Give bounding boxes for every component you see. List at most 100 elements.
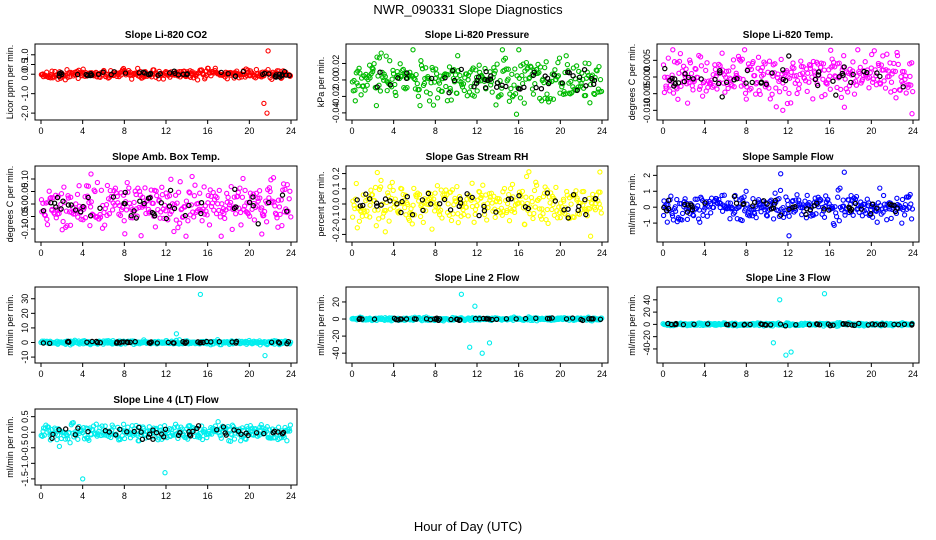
data-point (488, 82, 494, 88)
data-point (908, 201, 914, 207)
data-point (56, 443, 63, 450)
data-point (581, 188, 587, 195)
data-point (205, 192, 211, 199)
data-point (448, 97, 454, 103)
reference-point (476, 212, 482, 219)
reference-point (741, 200, 747, 207)
data-point (587, 81, 594, 88)
outlier-point (259, 231, 265, 237)
data-point (64, 223, 70, 229)
reference-point (233, 338, 240, 345)
data-point (206, 222, 213, 228)
data-point (574, 195, 580, 201)
data-point (357, 70, 363, 76)
data-point (509, 181, 516, 188)
data-point (716, 61, 722, 68)
data-point (794, 90, 800, 97)
reference-point (669, 75, 675, 82)
outlier-point (597, 169, 603, 175)
reference-point (419, 197, 426, 203)
x-tick-label: 24 (908, 248, 918, 258)
data-point (592, 207, 599, 213)
reference-point (141, 70, 148, 76)
data-point (280, 187, 286, 193)
x-tick-label: 24 (908, 369, 918, 379)
data-point (267, 188, 273, 195)
y-tick-label: -0.2 (331, 227, 341, 243)
y-tick-label: 1 (642, 189, 652, 194)
data-point (287, 428, 293, 434)
reference-point (233, 204, 239, 210)
data-point (855, 47, 861, 53)
outlier-point (265, 48, 271, 54)
data-point (739, 217, 745, 224)
reference-point (133, 215, 139, 221)
reference-point (476, 316, 483, 322)
data-point (93, 421, 99, 427)
reference-point (182, 340, 188, 346)
data-point (708, 210, 714, 216)
reference-point (583, 83, 589, 89)
reference-point (429, 75, 435, 82)
reference-point (448, 316, 454, 323)
data-point (142, 185, 148, 191)
data-point (817, 196, 823, 202)
reference-point (780, 76, 786, 83)
data-point (123, 207, 130, 213)
x-tick-label: 24 (286, 491, 296, 501)
x-tick-label: 4 (80, 491, 85, 501)
reference-point (533, 84, 539, 91)
data-point (837, 185, 843, 191)
reference-point (826, 207, 832, 213)
data-point (414, 80, 420, 87)
reference-point (488, 73, 494, 79)
data-point (782, 85, 788, 92)
reference-point (665, 320, 671, 327)
data-point (528, 64, 534, 70)
reference-point (121, 200, 127, 207)
reference-point (744, 67, 751, 74)
data-point (88, 199, 94, 205)
outlier-point (770, 340, 777, 346)
data-point (250, 191, 256, 197)
reference-point (60, 198, 66, 204)
y-tick-label: 0.0 (331, 198, 341, 211)
data-point (205, 65, 211, 72)
y-tick-label: -20 (642, 330, 652, 343)
data-point (372, 184, 379, 191)
data-point (552, 67, 558, 73)
data-point (282, 186, 288, 193)
data-point (404, 201, 411, 208)
data-point (730, 64, 736, 70)
data-point (404, 84, 410, 91)
data-point (382, 73, 388, 80)
data-point (150, 200, 156, 207)
data-point (239, 194, 246, 200)
x-tick-label: 12 (472, 126, 482, 136)
reference-point (565, 215, 571, 221)
y-axis-label: ml/min per min. (627, 294, 637, 356)
data-point (553, 184, 559, 191)
data-point (473, 67, 479, 73)
x-tick-label: 20 (244, 491, 254, 501)
data-point (762, 61, 768, 67)
panel-3: Slope Li-820 Temp. 0 4 8 12 16 20 24 -0.010-0.00… (627, 30, 920, 136)
y-tick-label: -1 (642, 219, 652, 227)
panel-4: Slope Amb. Box Temp. 0 4 8 12 16 20 24 -0.10-0.0… (5, 152, 298, 258)
reference-point (131, 208, 137, 214)
data-point (542, 64, 548, 71)
data-point (172, 192, 179, 198)
data-point (512, 91, 519, 97)
data-point (890, 68, 896, 74)
data-point (174, 424, 181, 430)
data-point (371, 61, 377, 67)
data-point (509, 71, 515, 77)
reference-point (741, 321, 748, 328)
panel-1: Slope Li-820 CO2 0 4 8 12 16 20 24 -2.0 -1.0 0.00.… (5, 30, 298, 136)
reference-point (441, 196, 448, 203)
data-point (750, 59, 756, 65)
data-point (530, 91, 537, 97)
reference-point (139, 436, 146, 442)
reference-point (483, 316, 489, 322)
